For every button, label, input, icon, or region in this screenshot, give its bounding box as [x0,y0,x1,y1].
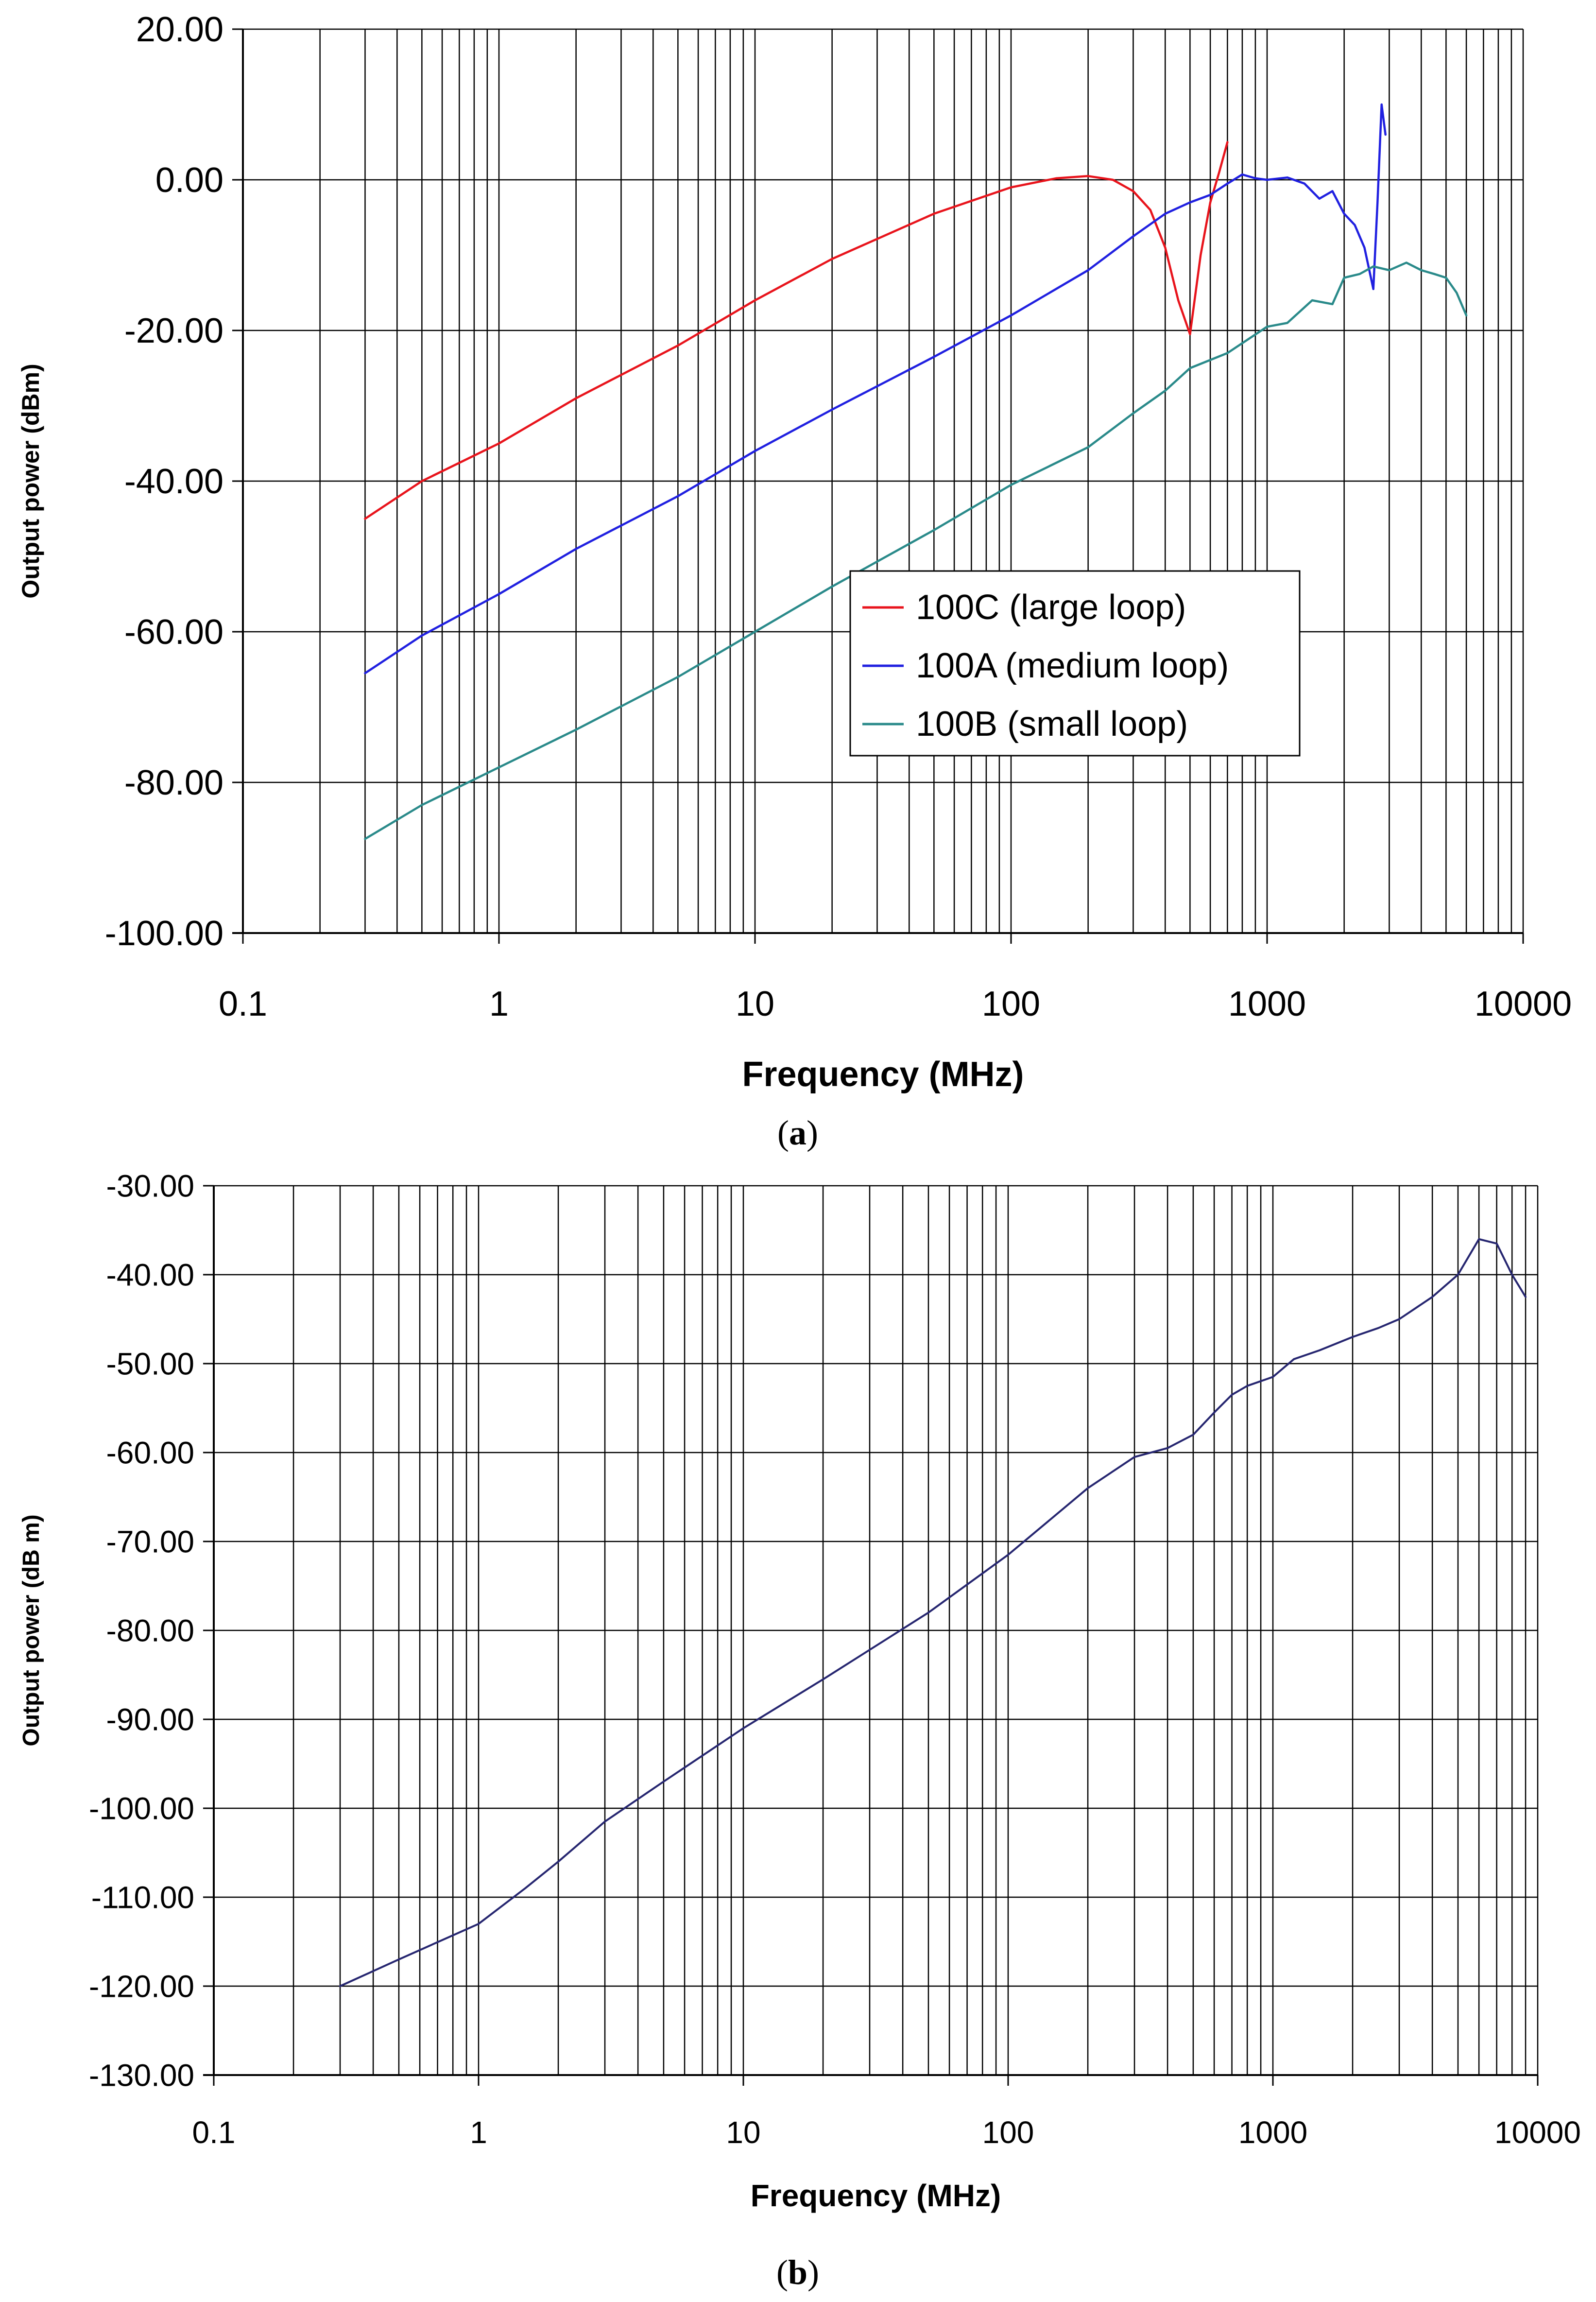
chart-a-caption-close: ) [807,1113,818,1152]
legend-label-1: 100C (large loop) [916,588,1186,627]
y-tick-label: -20.00 [124,312,223,350]
x-tick-label: 0.1 [192,2115,236,2150]
chart-b-y-axis-title: Output power (dB m) [18,1514,44,1746]
chart-b-series-lines [339,1238,1527,1987]
series-line-1 [364,141,1229,520]
chart-a-legend: 100C (large loop) 100A (medium loop) 100B … [849,570,1301,757]
y-tick-label: -80.00 [124,763,223,802]
chart-a-caption-letter: a [789,1113,807,1152]
y-tick-label: -70.00 [106,1524,194,1559]
series-line-3 [364,261,1468,840]
chart-a: 20.00 0.00 -20.00 -40.00 -60.00 -80.00 -100.00… [17,10,1572,1152]
y-tick-label: 20.00 [136,10,223,49]
chart-b-caption: (b) [776,2253,819,2292]
y-tick-label: -130.00 [89,2058,194,2093]
x-tick-label: 1000 [1238,2115,1307,2150]
x-tick-label: 10 [736,985,774,1023]
chart-a-y-tick-labels: 20.00 0.00 -20.00 -40.00 -60.00 -80.00 -100.00 [105,10,223,953]
y-tick-label: -80.00 [106,1613,194,1648]
x-tick-label: 1 [470,2115,487,2150]
chart-a-x-axis-title: Frequency (MHz) [742,1055,1024,1094]
chart-b-horizontal-grid [203,1185,1539,2086]
chart-b-y-tick-labels: -30.00 -40.00 -50.00 -60.00 -70.00 -80.00 -90.… [89,1168,194,2093]
y-tick-label: 0.00 [155,161,223,200]
chart-b-caption-close: ) [807,2253,819,2292]
x-tick-label: 10000 [1494,2115,1581,2150]
chart-b-caption-open: ( [776,2253,788,2292]
x-tick-label: 10000 [1475,985,1572,1023]
y-tick-label: -60.00 [124,613,223,652]
y-tick-label: -30.00 [106,1168,194,1203]
y-tick-label: -90.00 [106,1702,194,1737]
series-line-1 [339,1238,1527,1987]
chart-a-horizontal-grid [232,28,1524,944]
chart-b-caption-letter: b [788,2253,807,2292]
chart-a-y-axis-title: Output power (dBm) [17,363,44,598]
y-tick-label: -60.00 [106,1435,194,1470]
x-tick-label: 0.1 [219,985,267,1023]
y-tick-label: -40.00 [106,1257,194,1292]
chart-a-series-lines [364,103,1468,840]
chart-a-legend-box [849,570,1301,757]
chart-b-x-tick-labels: 0.1 1 10 100 1000 10000 [192,2115,1581,2150]
x-tick-label: 10 [726,2115,760,2150]
x-tick-label: 100 [982,985,1040,1023]
series-line-2 [364,103,1387,675]
chart-a-caption: (a) [777,1113,818,1152]
chart-b-x-axis-title: Frequency (MHz) [751,2178,1001,2213]
chart-a-x-tick-labels: 0.1 1 10 100 1000 10000 [219,985,1572,1023]
y-tick-label: -100.00 [89,1791,194,1826]
chart-a-caption-open: ( [777,1113,789,1152]
y-tick-label: -40.00 [124,462,223,501]
x-tick-label: 1000 [1228,985,1306,1023]
x-tick-label: 100 [982,2115,1034,2150]
chart-b: -30.00 -40.00 -50.00 -60.00 -70.00 -80.00 -90.… [18,1168,1581,2292]
y-tick-label: -120.00 [89,1969,194,2004]
legend-label-2: 100A (medium loop) [916,646,1229,685]
x-tick-label: 1 [489,985,509,1023]
y-tick-label: -50.00 [106,1346,194,1381]
y-tick-label: -100.00 [105,914,223,953]
y-tick-label: -110.00 [91,1880,194,1915]
legend-label-3: 100B (small loop) [916,705,1188,744]
